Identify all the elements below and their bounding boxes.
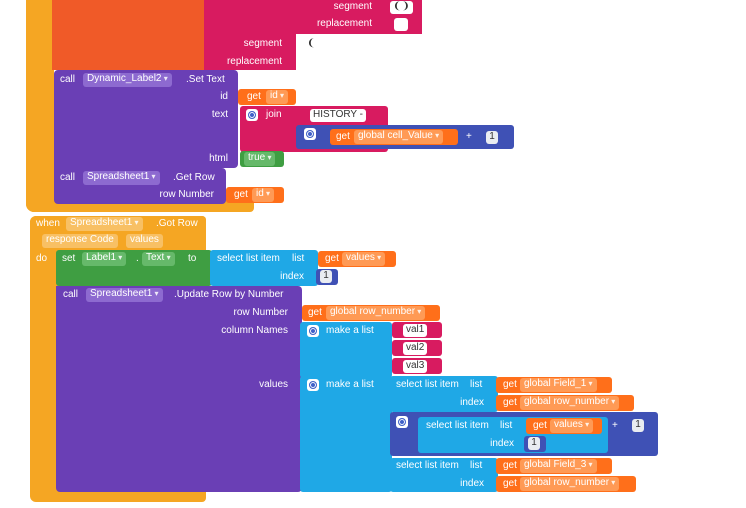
call-keyword: call — [60, 74, 76, 85]
text-label: text — [211, 109, 228, 120]
add-gear-icon[interactable] — [396, 416, 408, 428]
update-component-dropdown[interactable]: Spreadsheet1 — [86, 288, 163, 302]
text-replace-fragment[interactable] — [204, 0, 296, 70]
get-keyword: get — [503, 478, 517, 489]
get-keyword: get — [308, 307, 322, 318]
update-row-block[interactable] — [56, 286, 302, 492]
call-keyword: call — [63, 289, 79, 300]
make-a-list-label: make a list — [326, 379, 374, 390]
mutator-gear-icon[interactable] — [246, 109, 258, 121]
set-keyword: set — [62, 253, 76, 264]
set-component-dropdown[interactable]: Label1 — [82, 252, 127, 266]
dot-separator: . — [136, 253, 139, 264]
val3-string[interactable]: val3 — [403, 360, 428, 373]
row-number-dropdown[interactable]: global row_number — [520, 477, 620, 491]
when-keyword: when — [36, 218, 60, 229]
index-label: index — [460, 478, 484, 489]
id-var-dropdown[interactable]: id — [266, 90, 289, 104]
index-number[interactable]: 1 — [320, 270, 332, 283]
make-a-list-label: make a list — [326, 325, 374, 336]
row-number-dropdown[interactable]: global row_number — [326, 306, 426, 320]
method-name: .Set Text — [186, 74, 225, 85]
join-keyword: join — [266, 109, 282, 120]
index-label: index — [460, 397, 484, 408]
list-gear-icon[interactable] — [307, 379, 319, 391]
row-number-dropdown[interactable]: global row_number — [520, 396, 620, 410]
method-name: .Get Row — [173, 172, 215, 183]
do-keyword: do — [36, 253, 48, 264]
values-dropdown[interactable]: values — [550, 419, 594, 433]
to-keyword: to — [188, 253, 197, 264]
index-label: index — [490, 438, 514, 449]
val1-string[interactable]: val1 — [403, 324, 428, 337]
list-label: list — [470, 460, 483, 471]
segment-value[interactable]: ❨❩ — [390, 1, 413, 14]
column-names-label: column Names — [221, 325, 288, 336]
replacement-label: replacement — [316, 18, 372, 29]
get-keyword: get — [234, 189, 248, 200]
values-dropdown[interactable]: values — [342, 252, 386, 266]
list-label: list — [470, 379, 483, 390]
get-keyword: get — [533, 420, 547, 431]
event-frame-top[interactable] — [26, 0, 54, 212]
segment-label-2: segment — [243, 38, 282, 49]
event-component-dropdown[interactable]: Spreadsheet1 — [66, 217, 143, 231]
field3-dropdown[interactable]: global Field_3 — [520, 459, 597, 473]
get-keyword: get — [503, 379, 517, 390]
select-list-item-field1[interactable] — [390, 376, 498, 412]
list-label: list — [292, 253, 305, 264]
true-dropdown[interactable]: true — [244, 152, 276, 166]
make-a-list-values-block[interactable] — [300, 376, 392, 492]
set-property-dropdown[interactable]: Text — [142, 252, 175, 266]
plus-operator: + — [466, 131, 472, 142]
history-string[interactable]: HISTORY - — [310, 109, 367, 122]
field1-dropdown[interactable]: global Field_1 — [520, 378, 597, 392]
segment-value-2[interactable]: ❨ — [304, 38, 319, 51]
get-keyword: get — [247, 91, 261, 102]
select-list-item-label: select list item — [217, 253, 280, 264]
row-number-label: row Number — [159, 189, 214, 200]
cell-value-dropdown[interactable]: global cell_Value — [354, 130, 444, 144]
update-method-name: .Update Row by Number — [174, 289, 284, 300]
index-label: index — [280, 271, 304, 282]
segment-label: segment — [333, 1, 372, 12]
number-one[interactable]: 1 — [632, 419, 644, 432]
param-response-code[interactable]: response Code — [42, 234, 118, 248]
index-number[interactable]: 1 — [528, 437, 540, 450]
id-var-dropdown[interactable]: id — [252, 188, 275, 202]
id-label: id — [220, 91, 228, 102]
get-keyword: get — [503, 460, 517, 471]
val2-string[interactable]: val2 — [403, 342, 428, 355]
get-keyword: get — [503, 397, 517, 408]
get-keyword: get — [336, 131, 350, 142]
html-label: html — [209, 153, 228, 164]
call-keyword: call — [60, 172, 76, 183]
component-dropdown[interactable]: Spreadsheet1 — [83, 171, 160, 185]
param-values[interactable]: values — [126, 234, 163, 248]
add-gear-icon[interactable] — [304, 128, 316, 140]
select-list-item-label: select list item — [396, 460, 459, 471]
replace-block-fragment[interactable] — [52, 0, 204, 70]
select-list-item-label: select list item — [396, 379, 459, 390]
select-list-item-field3[interactable] — [390, 458, 498, 492]
list-label: list — [500, 420, 513, 431]
replacement-value[interactable] — [394, 18, 408, 31]
get-keyword: get — [325, 253, 339, 264]
select-list-item-block[interactable] — [210, 250, 318, 286]
replacement-value-2[interactable] — [306, 56, 320, 69]
plus-operator: + — [612, 420, 618, 431]
values-label: values — [259, 379, 288, 390]
number-one[interactable]: 1 — [486, 131, 498, 144]
component-dropdown[interactable]: Dynamic_Label2 — [83, 73, 172, 87]
replacement-label-2: replacement — [226, 56, 282, 67]
row-number-label: row Number — [233, 307, 288, 318]
list-gear-icon[interactable] — [307, 325, 319, 337]
select-list-item-label: select list item — [426, 420, 489, 431]
event-name: .Got Row — [156, 218, 198, 229]
